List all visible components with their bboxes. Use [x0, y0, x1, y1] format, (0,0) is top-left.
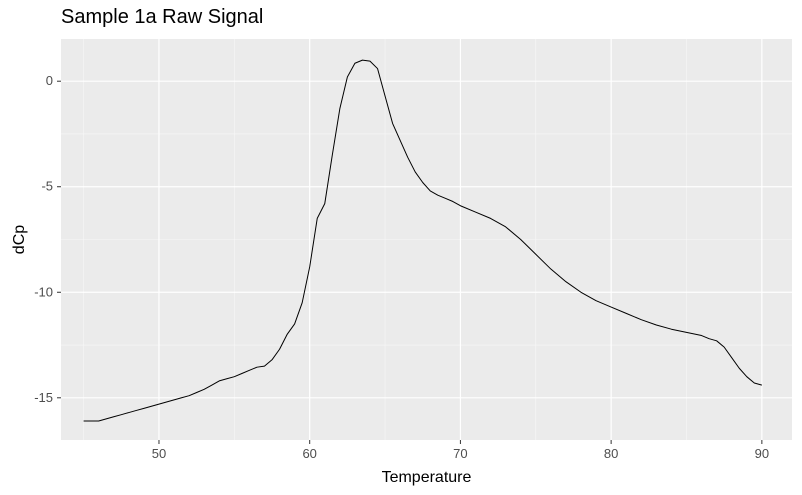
x-tick-label: 60 [302, 446, 316, 461]
y-tick-label: -15 [34, 390, 53, 405]
axis-ticks [57, 80, 763, 444]
x-tick-label: 90 [755, 446, 769, 461]
y-axis-title: dCp [11, 225, 28, 254]
major-gridlines [61, 39, 792, 440]
y-tick-label: -5 [41, 179, 53, 194]
series-layer [83, 59, 762, 422]
x-tick-label: 70 [453, 446, 467, 461]
x-tick-label: 50 [152, 446, 166, 461]
y-tick-label: 0 [46, 73, 53, 88]
series-line [83, 59, 762, 422]
tick-labels: 50 60 70 80 90 0 -5 -10 -15 [34, 73, 769, 461]
x-axis-title: Temperature [382, 469, 472, 486]
minor-gridlines [61, 39, 792, 440]
y-tick-label: -10 [34, 284, 53, 299]
chart-title: Sample 1a Raw Signal [61, 6, 264, 28]
x-tick-label: 80 [604, 446, 618, 461]
